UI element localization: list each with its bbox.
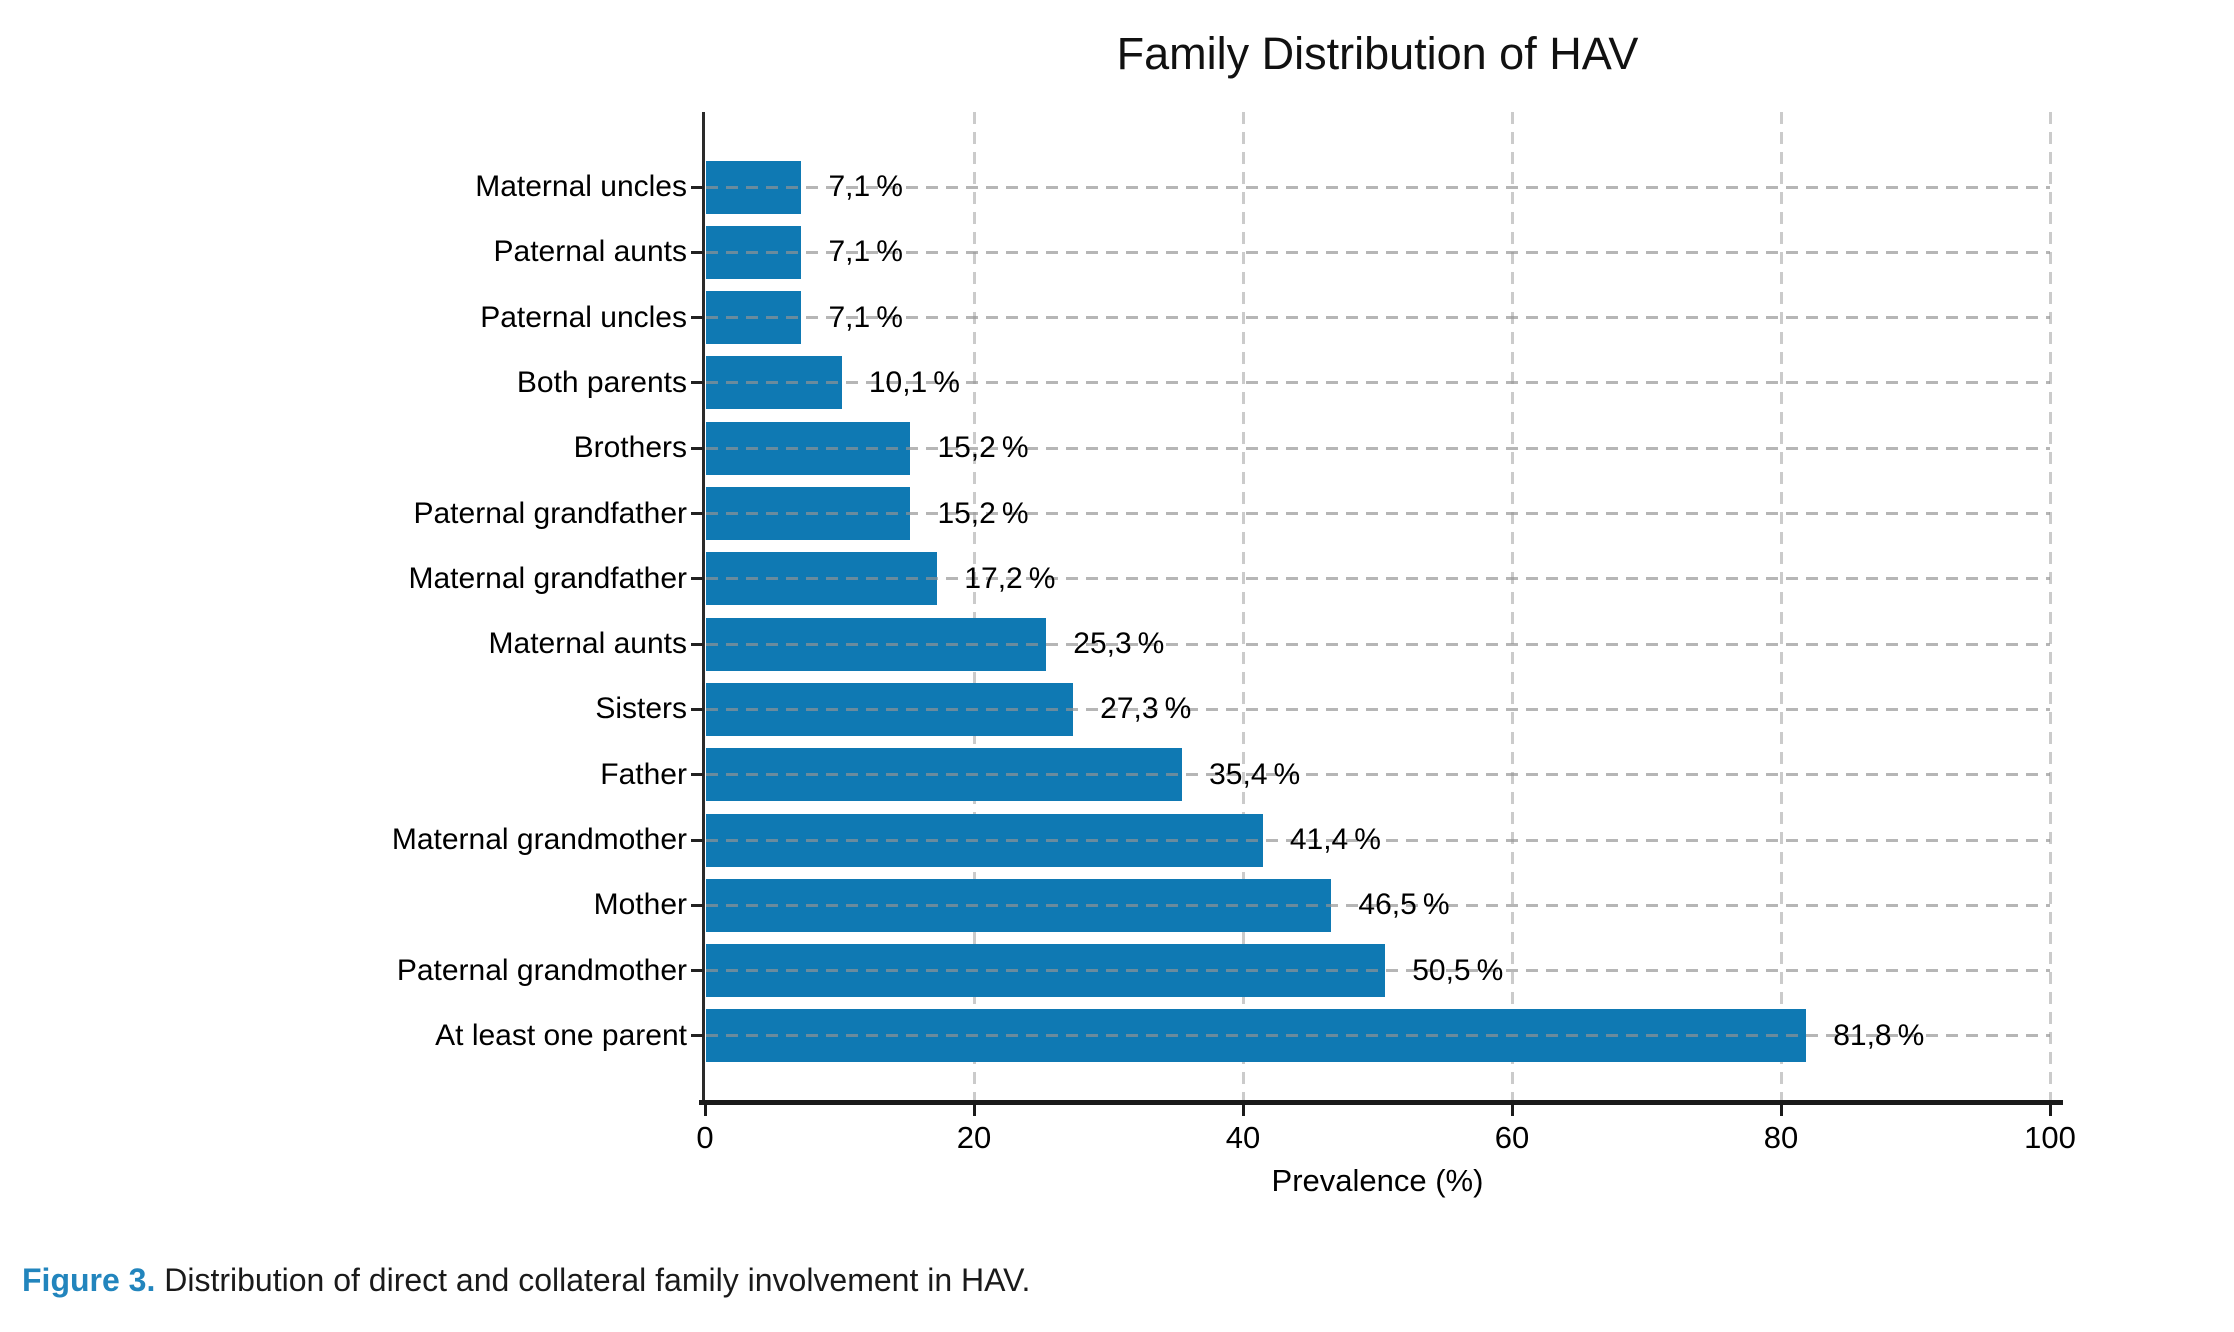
- value-label: 35,4 %: [1209, 757, 1301, 791]
- y-axis-tick: [691, 707, 704, 711]
- value-label: 7,1 %: [828, 300, 903, 334]
- y-axis-tick: [691, 381, 704, 385]
- y-axis-tick: [691, 512, 704, 515]
- x-gridline: [973, 112, 976, 1100]
- y-axis-tick: [691, 1034, 704, 1038]
- y-axis-tick: [691, 969, 704, 973]
- x-gridline: [1780, 112, 1783, 1100]
- y-axis-tick: [691, 185, 704, 189]
- y-axis-tick: [691, 773, 704, 777]
- category-label: Maternal grandfather: [408, 561, 688, 595]
- x-axis-tick: [973, 1103, 976, 1116]
- y-gridline: [706, 642, 2050, 646]
- y-axis-tick: [691, 250, 704, 254]
- category-label: At least one parent: [435, 1018, 687, 1052]
- x-axis-line: [699, 1100, 2063, 1105]
- value-label: 25,3 %: [1073, 627, 1165, 661]
- category-label: Paternal grandmother: [396, 953, 687, 987]
- value-label: 17,2 %: [964, 561, 1056, 595]
- value-label: 7,1 %: [828, 235, 903, 269]
- value-label: 50,5 %: [1412, 953, 1504, 987]
- y-axis-line: [702, 112, 705, 1105]
- value-label: 7,1 %: [828, 170, 903, 203]
- y-gridline: [706, 838, 2050, 842]
- y-gridline: [706, 512, 2050, 515]
- x-axis-tick-label: 100: [2024, 1120, 2076, 1155]
- category-label: Maternal grandmother: [391, 823, 687, 856]
- y-axis-tick: [691, 446, 704, 450]
- value-label: 27,3 %: [1100, 692, 1192, 726]
- y-gridline: [706, 1034, 2050, 1038]
- category-label: Brothers: [573, 431, 687, 465]
- value-label: 15,2 %: [937, 431, 1029, 465]
- y-axis-tick: [691, 577, 704, 581]
- value-label: 46,5 %: [1358, 888, 1450, 922]
- x-axis-tick: [704, 1103, 707, 1116]
- x-axis-title: Prevalence (%): [1271, 1163, 1484, 1198]
- x-axis-tick-label: 80: [1763, 1120, 1799, 1155]
- value-label: 10,1 %: [868, 365, 960, 399]
- x-axis-tick: [1242, 1103, 1245, 1116]
- figure-caption-number: Figure 3.: [22, 1262, 156, 1298]
- y-gridline: [706, 185, 2050, 189]
- y-gridline: [706, 903, 2050, 907]
- category-label: Father: [600, 757, 687, 791]
- value-label: 15,2 %: [937, 496, 1029, 530]
- x-axis-tick: [2049, 1103, 2052, 1116]
- y-gridline: [706, 381, 2050, 385]
- category-label: Both parents: [516, 365, 687, 399]
- figure-caption: Figure 3. Distribution of direct and col…: [22, 1258, 2122, 1302]
- chart-title: Family Distribution of HAV: [1116, 28, 1639, 79]
- category-label: Paternal grandfather: [413, 496, 687, 530]
- category-label: Maternal aunts: [488, 627, 687, 661]
- x-gridline: [1511, 112, 1514, 1100]
- x-axis-tick-label: 0: [696, 1120, 714, 1155]
- y-gridline: [706, 969, 2050, 973]
- y-axis-tick: [691, 642, 704, 646]
- y-gridline: [706, 250, 2050, 254]
- y-gridline: [706, 577, 2050, 581]
- category-label: Sisters: [595, 692, 687, 726]
- y-gridline: [706, 773, 2050, 777]
- category-label: Paternal uncles: [480, 300, 687, 334]
- y-gridline: [706, 316, 2050, 320]
- x-axis-tick: [1780, 1103, 1783, 1116]
- y-axis-tick: [691, 838, 704, 842]
- y-axis-tick: [691, 903, 704, 907]
- value-label: 41,4 %: [1289, 823, 1381, 856]
- x-axis-tick-label: 60: [1494, 1120, 1530, 1155]
- value-label: 81,8 %: [1833, 1018, 1925, 1052]
- x-gridline: [2049, 112, 2052, 1100]
- y-gridline: [706, 446, 2050, 450]
- x-axis-tick: [1511, 1103, 1514, 1116]
- category-label: Mother: [593, 888, 687, 922]
- y-gridline: [706, 707, 2050, 711]
- y-axis-tick: [691, 316, 704, 320]
- figure-caption-text: Distribution of direct and collateral fa…: [155, 1262, 1031, 1298]
- x-gridline: [1242, 112, 1245, 1100]
- category-label: Paternal aunts: [493, 235, 687, 269]
- category-label: Maternal uncles: [475, 170, 687, 203]
- x-axis-tick-label: 40: [1225, 1120, 1261, 1155]
- x-axis-tick-label: 20: [956, 1120, 992, 1155]
